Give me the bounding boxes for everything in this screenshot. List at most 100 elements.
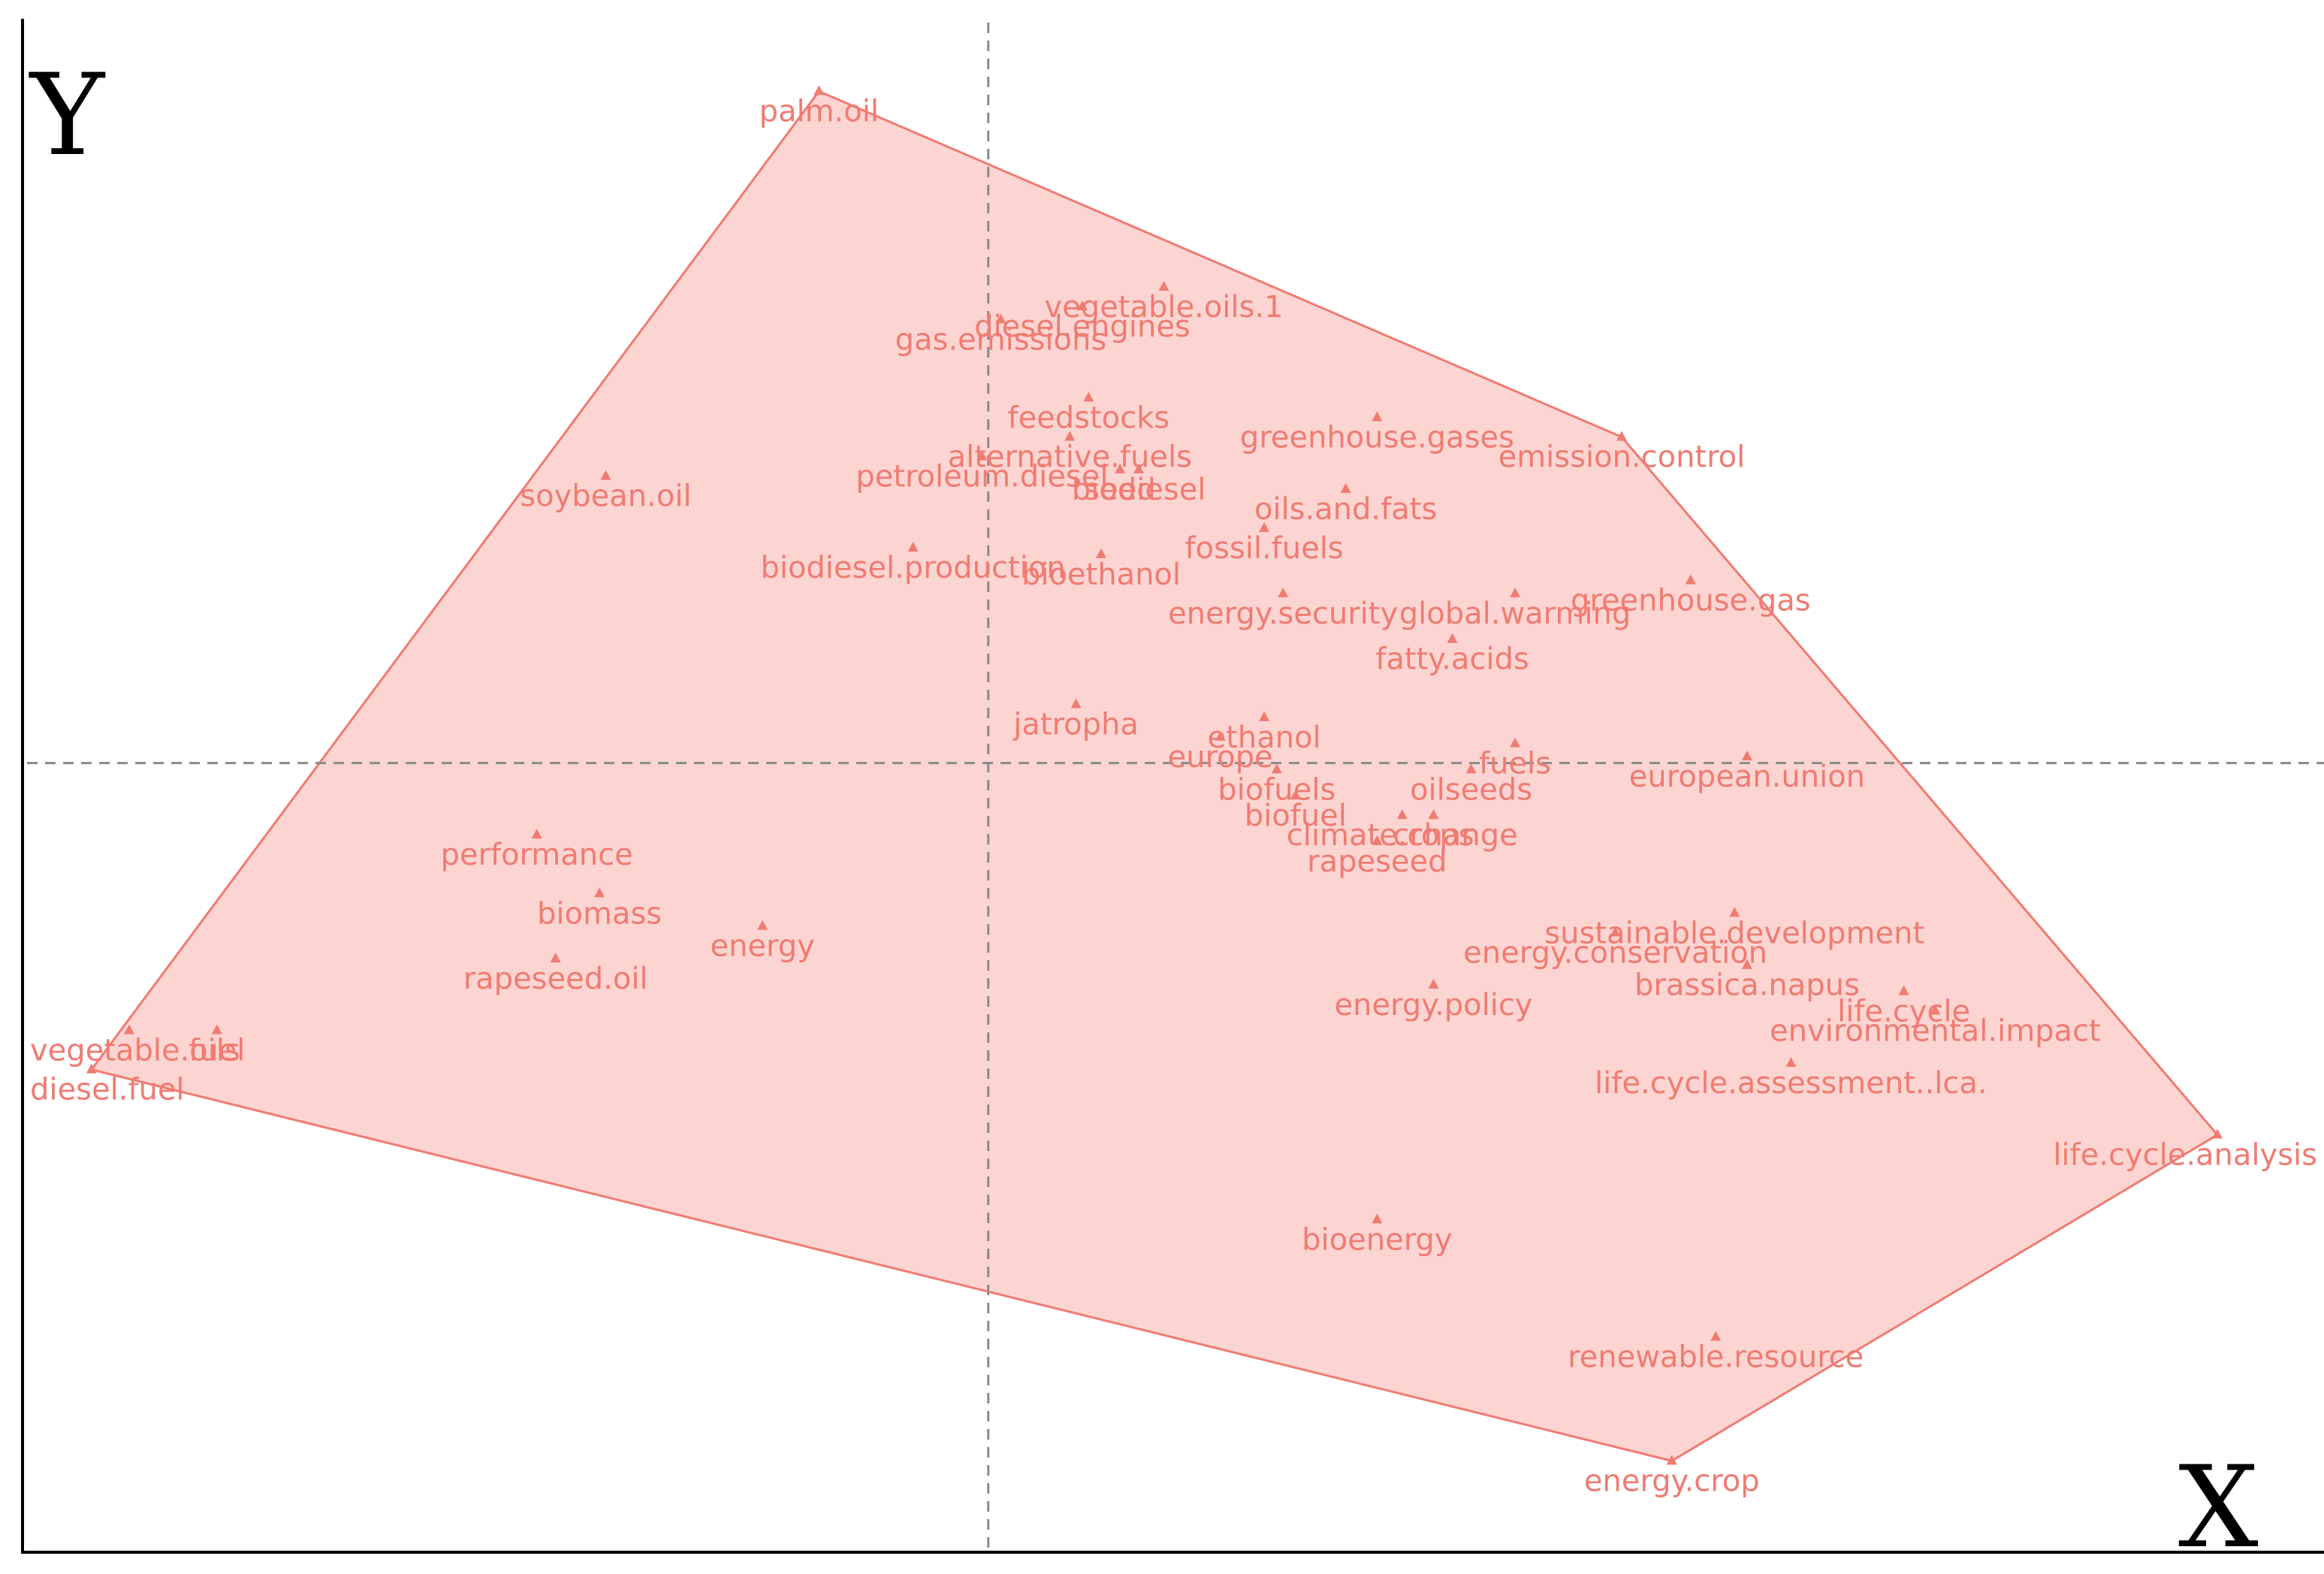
point-marker <box>1428 978 1439 989</box>
point-biomass: biomass <box>537 887 662 931</box>
point-marker <box>1685 574 1696 585</box>
point-label: oilseeds <box>1410 772 1532 807</box>
point-label: fuel <box>189 1034 245 1068</box>
point-marker <box>1278 587 1289 597</box>
point-marker <box>1510 737 1521 748</box>
point-marker <box>123 1024 134 1035</box>
point-label: energy.security <box>1168 597 1398 631</box>
point-marker <box>1447 633 1458 643</box>
point-label: sustainable.development <box>1544 916 1924 950</box>
point-label: rapeseed <box>1307 844 1447 879</box>
point-label: feedstocks <box>1007 401 1170 436</box>
point-energy: energy <box>710 920 815 964</box>
point-crops: crops <box>1393 809 1474 853</box>
point-label: greenhouse.gases <box>1240 421 1514 455</box>
point-marker <box>1785 1056 1797 1067</box>
point-energy-crop: energy.crop <box>1584 1455 1760 1498</box>
point-marker <box>1428 809 1439 820</box>
convex-hull <box>89 89 2220 1463</box>
point-marker <box>1083 391 1094 402</box>
point-biofuel: biofuel <box>1245 790 1347 833</box>
point-label: seed <box>1084 473 1155 507</box>
x-axis-label: X <box>2178 1443 2259 1573</box>
point-soybean-oil: soybean.oil <box>520 470 692 514</box>
point-label: biodiesel <box>1072 473 1206 507</box>
point-vegetable-oils: vegetable.oils <box>30 1024 240 1068</box>
point-bioethanol: bioethanol <box>1022 548 1181 592</box>
point-marker <box>1741 959 1752 969</box>
point-environmental-impact: environmental.impact <box>1770 1005 2101 1049</box>
point-label: climate.change <box>1287 818 1518 853</box>
point-marker <box>907 542 919 552</box>
point-label: europe <box>1168 740 1273 775</box>
point-marker <box>1259 711 1270 721</box>
point-marker <box>594 887 605 898</box>
point-label: life.cycle <box>1837 994 1970 1029</box>
point-marker <box>1741 750 1752 760</box>
point-fatty-acids: fatty.acids <box>1375 633 1529 677</box>
point-label: fossil.fuels <box>1185 531 1343 566</box>
point-palm-oil: palm.oil <box>759 85 879 129</box>
point-biodiesel-production: biodiesel.production <box>760 542 1066 585</box>
point-marker <box>813 85 825 95</box>
point-jatropha: jatropha <box>1013 698 1139 742</box>
point-label: soybean.oil <box>520 479 691 514</box>
point-label: diesel.fuel <box>30 1073 185 1107</box>
point-fuels: fuels <box>1479 737 1551 781</box>
point-label: life.cycle.analysis <box>2053 1137 2317 1172</box>
point-label: energy.crop <box>1584 1464 1760 1498</box>
point-marker <box>1372 835 1383 845</box>
point-label: biofuel <box>1245 799 1347 833</box>
point-energy-security: energy.security <box>1168 587 1398 631</box>
point-label: ethanol <box>1208 721 1321 755</box>
point-greenhouse-gas: greenhouse.gas <box>1571 574 1811 618</box>
point-marker <box>531 829 542 839</box>
point-marker <box>1271 763 1282 774</box>
point-marker <box>211 1024 222 1035</box>
point-marker <box>600 470 611 480</box>
point-label: vegetable.oils <box>30 1034 240 1068</box>
point-label: alternative.fuels <box>948 440 1192 475</box>
point-marker <box>1070 698 1082 708</box>
point-diesel-engines: diesel.engines <box>974 300 1191 344</box>
point-marker <box>1610 926 1621 937</box>
point-marker <box>1133 464 1145 474</box>
point-label: greenhouse.gas <box>1571 584 1811 618</box>
point-label: biodiesel.production <box>760 551 1065 585</box>
point-marker <box>1064 431 1076 441</box>
point-marker <box>1215 730 1226 741</box>
point-label: performance <box>441 838 633 872</box>
point-fuel: fuel <box>189 1024 245 1068</box>
point-label: petroleum.diesel <box>856 460 1108 494</box>
point-bioenergy: bioenergy <box>1302 1213 1453 1257</box>
point-biofuels: biofuels <box>1218 763 1336 807</box>
point-label: rapeseed.oil <box>463 962 648 996</box>
point-label: fuels <box>1479 747 1551 781</box>
point-marker <box>1372 411 1383 421</box>
point-label: biomass <box>537 896 662 931</box>
point-marker <box>550 953 561 963</box>
point-marker <box>976 450 988 461</box>
point-energy-policy: energy.policy <box>1334 978 1533 1023</box>
point-fossil-fuels: fossil.fuels <box>1185 522 1344 566</box>
point-label: energy.conservation <box>1463 935 1767 970</box>
point-sustainable-development: sustainable.development <box>1544 907 1924 950</box>
point-life-cycle: life.cycle <box>1837 985 1970 1029</box>
point-oilseeds: oilseeds <box>1410 763 1532 807</box>
point-marker <box>2212 1128 2223 1139</box>
point-label: bioethanol <box>1022 557 1181 592</box>
point-oils-and-fats: oils.and.fats <box>1254 483 1437 527</box>
point-ethanol: ethanol <box>1208 711 1321 755</box>
point-label: global.warming <box>1399 597 1631 631</box>
point-seed: seed <box>1084 464 1156 507</box>
point-rapeseed: rapeseed <box>1307 835 1447 879</box>
point-marker <box>757 920 768 930</box>
point-gas-emissions: gas.emissions <box>895 313 1106 357</box>
point-marker <box>1510 587 1521 597</box>
point-diesel-fuel: diesel.fuel <box>30 1063 185 1107</box>
point-label: environmental.impact <box>1770 1014 2101 1049</box>
point-marker <box>1158 280 1170 291</box>
point-life-cycle-analysis: life.cycle.analysis <box>2053 1128 2317 1172</box>
point-marker <box>1095 548 1106 558</box>
point-marker <box>1290 790 1301 800</box>
